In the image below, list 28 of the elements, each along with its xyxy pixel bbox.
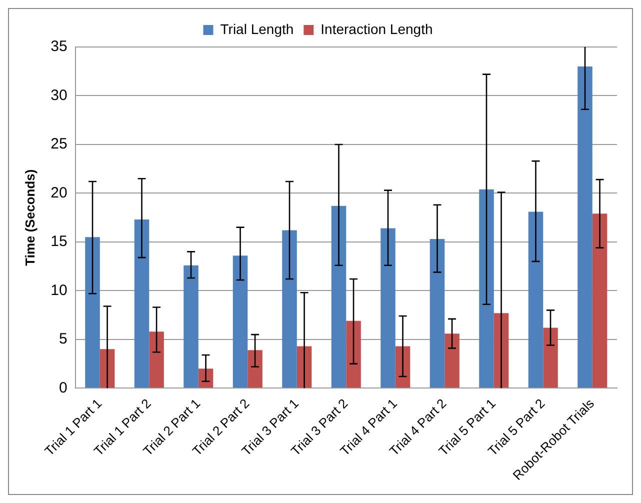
bar bbox=[479, 189, 494, 388]
bar bbox=[232, 256, 248, 388]
bar bbox=[346, 320, 361, 388]
bar bbox=[380, 228, 396, 388]
bar bbox=[331, 206, 346, 388]
legend-label: Interaction Length bbox=[320, 20, 433, 37]
y-tick-label: 10 bbox=[50, 282, 68, 299]
bar bbox=[248, 350, 262, 388]
bar bbox=[184, 265, 198, 388]
bar bbox=[134, 220, 150, 388]
y-tick-label: 0 bbox=[58, 379, 68, 396]
bar bbox=[282, 230, 297, 388]
bar bbox=[528, 212, 544, 388]
bar bbox=[149, 332, 164, 388]
y-tick-label: 15 bbox=[50, 233, 68, 250]
bar bbox=[543, 328, 558, 388]
y-tick-label: 30 bbox=[50, 86, 68, 104]
bar bbox=[592, 214, 608, 388]
bar bbox=[578, 66, 592, 388]
legend-label: Trial Length bbox=[220, 20, 294, 37]
y-tick-label: 35 bbox=[50, 38, 68, 56]
bar bbox=[430, 239, 445, 388]
y-tick-label: 25 bbox=[50, 136, 68, 153]
bar bbox=[85, 237, 100, 388]
bar bbox=[444, 334, 460, 388]
y-tick-label: 5 bbox=[58, 330, 68, 348]
y-axis-title: Time (Seconds) bbox=[22, 169, 38, 266]
y-tick-label: 20 bbox=[50, 184, 68, 202]
